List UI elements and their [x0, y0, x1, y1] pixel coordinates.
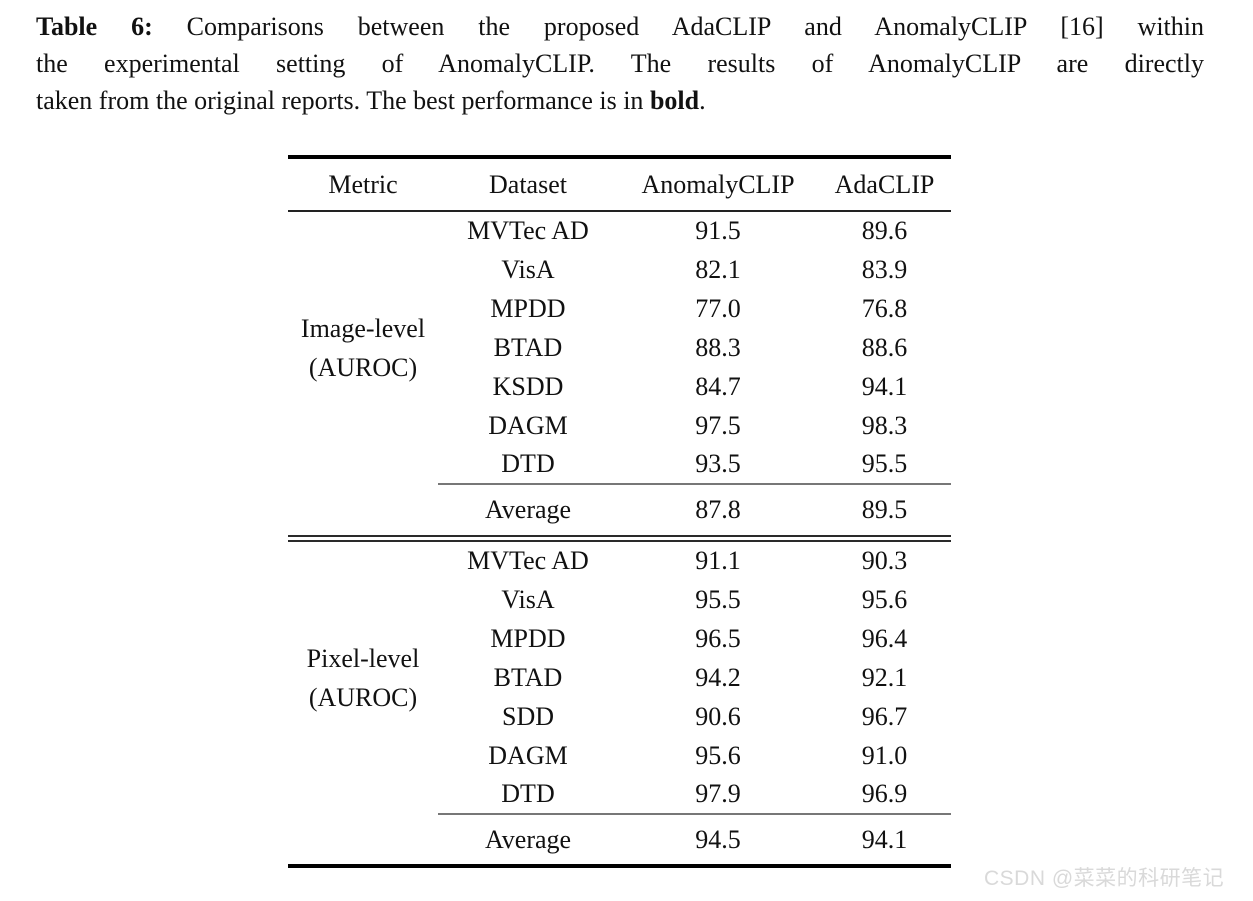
- average-row: Average 87.8 89.5: [288, 483, 951, 536]
- dataset-cell: MVTec AD: [467, 216, 589, 245]
- metric-sublabel: (AUROC): [308, 683, 418, 712]
- caption-text: Comparisons between the proposed AdaCLIP…: [152, 12, 1204, 41]
- caption-line-3: taken from the original reports. The bes…: [36, 82, 1204, 119]
- dataset-cell: MVTec AD: [467, 546, 589, 575]
- anomalyclip-value: 94.2: [695, 662, 741, 692]
- adaclip-value: 92.1: [861, 662, 908, 692]
- dataset-cell: DTD: [501, 779, 555, 808]
- dataset-cell: BTAD: [493, 662, 563, 692]
- caption-line-2: the experimental setting of AnomalyCLIP.…: [36, 49, 1204, 78]
- adaclip-value: 95.5: [861, 449, 908, 478]
- anomalyclip-value: 97.5: [695, 410, 741, 440]
- metric-label: Image-level: [300, 314, 426, 343]
- table-row: Pixel-level (AUROC) MVTec AD 91.1 90.3: [288, 541, 951, 712]
- empty-cell: [288, 484, 438, 536]
- section-divider-double-rule: [288, 535, 951, 542]
- dataset-cell: VisA: [501, 254, 555, 284]
- adaclip-value: 89.6: [861, 216, 908, 245]
- caption-bold-word: bold: [649, 86, 700, 115]
- average-label: Average: [438, 813, 618, 866]
- header-adaclip: AdaCLIP: [818, 157, 951, 212]
- adaclip-value: 91.0: [861, 740, 908, 770]
- anomalyclip-value: 97.9: [695, 779, 741, 808]
- table-row: SDD 90.6 96.7: [288, 697, 951, 736]
- table-caption: Table 6: Comparisons between the propose…: [36, 8, 1204, 119]
- adaclip-value: 94.1: [861, 371, 908, 401]
- average-row: Average 94.5 94.1: [288, 813, 951, 866]
- adaclip-value: 76.8: [861, 293, 908, 323]
- table-row: DAGM 97.5 98.3: [288, 406, 951, 445]
- anomalyclip-value: 82.1: [695, 254, 741, 284]
- adaclip-value: 96.7: [861, 701, 908, 731]
- dataset-cell: DTD: [501, 449, 555, 478]
- average-label: Average: [438, 483, 618, 536]
- anomalyclip-average: 87.8: [618, 483, 818, 536]
- table-row: VisA 82.1 83.9: [288, 250, 951, 289]
- dataset-cell: DAGM: [488, 740, 568, 770]
- adaclip-average: 89.5: [818, 483, 951, 536]
- adaclip-value: 83.9: [861, 254, 908, 284]
- header-dataset: Dataset: [438, 157, 618, 212]
- table-row: DTD 97.9 96.9: [288, 775, 951, 814]
- metric-cell-image-level: Image-level (AUROC): [288, 211, 438, 484]
- table-row: MPDD 77.0 76.8: [288, 289, 951, 328]
- dataset-cell: MPDD: [490, 293, 566, 323]
- anomalyclip-value: 84.7: [695, 371, 741, 401]
- adaclip-value: 95.6: [861, 584, 908, 614]
- dataset-cell: KSDD: [492, 371, 564, 401]
- anomalyclip-value: 96.5: [695, 623, 741, 653]
- caption-text: .: [699, 86, 706, 115]
- metric-cell-pixel-level: Pixel-level (AUROC): [288, 541, 438, 814]
- anomalyclip-value: 91.5: [695, 216, 741, 245]
- results-table: Metric Dataset AnomalyCLIP AdaCLIP Image…: [288, 155, 951, 868]
- adaclip-value: 88.6: [861, 332, 908, 362]
- header-metric: Metric: [288, 157, 438, 212]
- anomalyclip-value: 93.5: [695, 449, 741, 478]
- table-row: DTD 93.5 95.5: [288, 445, 951, 484]
- adaclip-average: 94.1: [818, 813, 951, 866]
- table-header-row: Metric Dataset AnomalyCLIP AdaCLIP: [288, 157, 951, 212]
- table-row: BTAD 94.2 92.1: [288, 658, 951, 697]
- dataset-cell: DAGM: [488, 410, 568, 440]
- caption-text: taken from the original reports. The bes…: [36, 86, 650, 115]
- anomalyclip-value: 88.3: [695, 332, 741, 362]
- caption-table-label: Table 6:: [36, 12, 153, 41]
- anomalyclip-value: 91.1: [695, 546, 741, 575]
- table-row: BTAD 88.3 88.6: [288, 328, 951, 367]
- dataset-cell: VisA: [501, 584, 555, 614]
- anomalyclip-value: 95.5: [695, 584, 741, 614]
- caption-line-1: Table 6: Comparisons between the propose…: [36, 8, 1204, 45]
- header-anomalyclip: AnomalyCLIP: [618, 157, 818, 212]
- adaclip-value: 96.4: [861, 623, 908, 653]
- metric-sublabel: (AUROC): [308, 353, 418, 382]
- metric-label: Pixel-level: [306, 644, 420, 673]
- empty-cell: [288, 814, 438, 866]
- watermark: CSDN @菜菜的科研笔记: [984, 867, 1225, 890]
- anomalyclip-value: 77.0: [695, 293, 741, 323]
- anomalyclip-average: 94.5: [618, 813, 818, 866]
- table-row: MPDD 96.5 96.4: [288, 619, 951, 658]
- table-row: KSDD 84.7 94.1: [288, 367, 951, 406]
- dataset-cell: BTAD: [493, 332, 563, 362]
- dataset-cell: MPDD: [490, 623, 566, 653]
- table-row: Image-level (AUROC) MVTec AD 91.5 89.6: [288, 211, 951, 382]
- table-row: VisA 95.5 95.6: [288, 580, 951, 619]
- adaclip-value: 98.3: [861, 410, 908, 440]
- adaclip-value: 90.3: [861, 546, 908, 575]
- dataset-cell: SDD: [501, 701, 554, 731]
- table-row: DAGM 95.6 91.0: [288, 736, 951, 775]
- anomalyclip-value: 95.6: [695, 740, 741, 770]
- anomalyclip-value: 90.6: [695, 701, 741, 731]
- adaclip-value: 96.9: [861, 779, 908, 808]
